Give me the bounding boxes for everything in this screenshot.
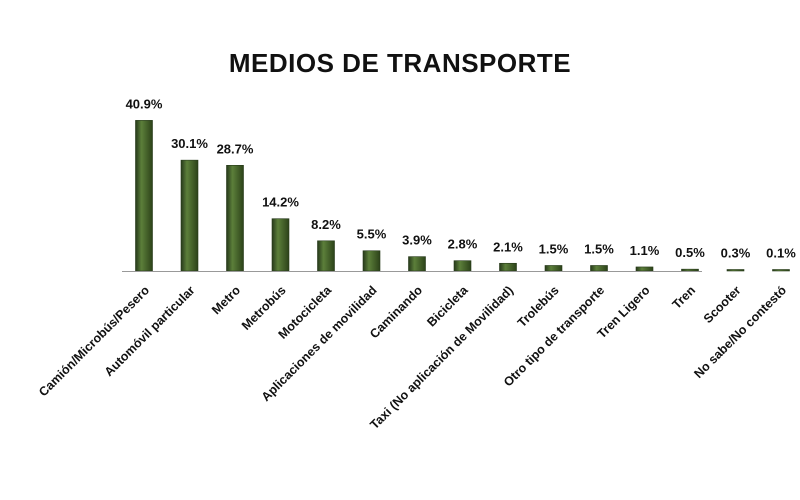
value-label-10: 1.5% [584, 241, 614, 256]
value-label-0: 40.9% [126, 96, 163, 111]
bar-6 [408, 256, 426, 272]
value-label-13: 0.3% [721, 246, 751, 261]
value-label-6: 3.9% [402, 233, 432, 248]
bar-5 [362, 250, 381, 272]
value-label-12: 0.5% [675, 245, 705, 260]
bar-12 [681, 268, 699, 272]
category-label-1: Automóvil particular [102, 283, 198, 379]
value-label-4: 8.2% [311, 217, 341, 232]
value-label-11: 1.1% [630, 243, 660, 258]
value-label-8: 2.1% [493, 239, 523, 254]
value-label-7: 2.8% [448, 237, 478, 252]
category-label-7: Bicicleta [424, 282, 471, 329]
bar-13 [726, 269, 745, 272]
chart-title: MEDIOS DE TRANSPORTE [228, 48, 572, 78]
bar-0 [135, 120, 153, 272]
value-labels: 40.9% 30.1% 28.7% 14.2% 8.2% 5.5% 3.9% 2.8% 2.1%… [126, 96, 797, 260]
value-label-14: 0.1% [766, 246, 796, 261]
category-label-12: Tren [670, 283, 699, 312]
category-label-2: Metro [209, 283, 243, 317]
value-label-2: 28.7% [217, 141, 254, 156]
value-label-5: 5.5% [357, 227, 387, 242]
bar-2 [226, 165, 244, 272]
value-label-3: 14.2% [262, 195, 299, 210]
bar-4 [317, 240, 335, 272]
category-label-9: Trolebús [515, 283, 562, 330]
bar-1 [180, 159, 199, 272]
value-label-1: 30.1% [171, 136, 208, 151]
bar-7 [453, 260, 472, 272]
bar-11 [635, 266, 654, 272]
bar-8 [499, 262, 517, 272]
value-label-9: 1.5% [539, 241, 569, 256]
category-label-14: No sabe/No contestó [691, 283, 789, 381]
category-label-13: Scooter [701, 283, 744, 326]
bars [135, 120, 790, 272]
bar-9 [544, 265, 563, 272]
bar-3 [271, 218, 290, 272]
bar-10 [590, 265, 608, 272]
bar-14 [772, 269, 790, 272]
